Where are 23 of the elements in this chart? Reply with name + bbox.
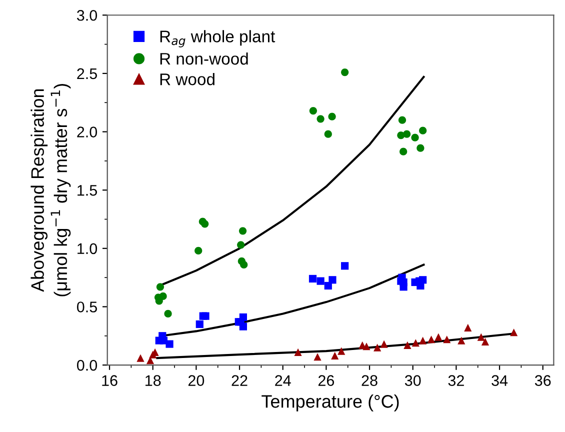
y-tick-label: 2.5 — [77, 68, 97, 80]
x-tick-label: 16 — [102, 375, 118, 386]
y-tick-label: 0.5 — [76, 302, 97, 312]
legend-label: R non-wood — [160, 52, 248, 65]
x-tick-label: 18 — [146, 375, 161, 386]
x-tick-label: 36 — [534, 375, 551, 386]
y-tick-label: 3.0 — [76, 10, 98, 21]
legend-label: R$_{ag}$ whole plant — [160, 30, 276, 48]
y-tick-label: 0.0 — [76, 360, 98, 371]
y-tick-label: 1.5 — [78, 185, 97, 196]
y-tick-label: 1.0 — [78, 243, 98, 254]
y-axis-title: Aboveground Respiration (μmol kg$^{−1}$ dry matter s$^{−1}$) — [30, 84, 71, 296]
x-tick-label: 34 — [492, 375, 508, 386]
y-tick-label: 2.0 — [77, 126, 98, 138]
x-tick-label: 26 — [318, 375, 334, 386]
x-tick-label: 24 — [275, 375, 291, 386]
x-axis-title: Temperature (°C) — [262, 394, 399, 412]
legend-label: R wood — [160, 72, 214, 86]
x-tick-label: 22 — [232, 375, 248, 386]
x-tick-label: 30 — [404, 375, 421, 386]
x-tick-label: 32 — [448, 375, 464, 386]
x-tick-label: 28 — [362, 375, 378, 386]
x-tick-label: 20 — [188, 375, 204, 386]
